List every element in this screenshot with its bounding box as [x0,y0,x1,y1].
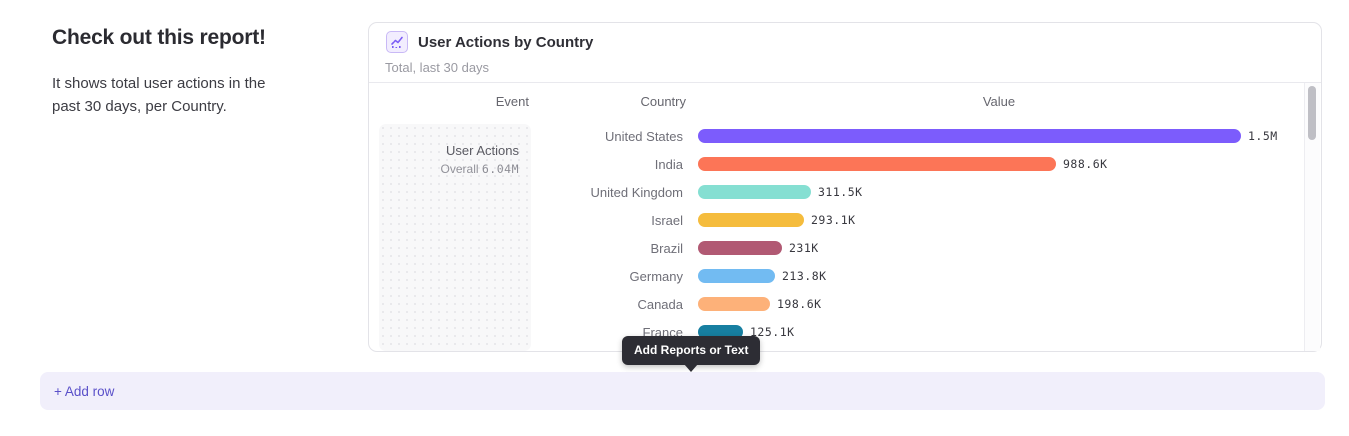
chart-row: Brazil 231K [369,234,1299,262]
report-card[interactable]: User Actions by Country Total, last 30 d… [368,22,1322,352]
value-label: 293.1K [811,213,856,227]
report-card-header: User Actions by Country Total, last 30 d… [369,23,1321,83]
country-label: Brazil [650,240,683,256]
value-bar[interactable] [698,297,770,311]
value-bar[interactable] [698,129,1241,143]
value-label: 198.6K [777,297,822,311]
chart-row: United States 1.5M [369,122,1299,150]
intro-description: It shows total user actions in the past … [52,75,266,116]
value-bar[interactable] [698,325,743,339]
country-label: Israel [651,212,683,228]
intro-block: Check out this report! It shows total us… [52,26,312,119]
chart-row: India 988.6K [369,150,1299,178]
add-row-button[interactable]: + Add row [40,372,1325,410]
value-label: 311.5K [818,185,863,199]
report-subtitle: Total, last 30 days [385,60,490,75]
value-bar[interactable] [698,213,804,227]
value-label: 988.6K [1063,157,1108,171]
tooltip-caret-icon [684,364,699,372]
event-overall: Overall 6.04M [379,162,519,176]
add-reports-tooltip: Add Reports or Text [622,336,761,372]
tooltip-label: Add Reports or Text [634,343,749,357]
chart-row: United Kingdom 311.5K [369,178,1299,206]
value-bar[interactable] [698,185,811,199]
event-cell[interactable]: User Actions Overall 6.04M [379,124,531,351]
report-title: User Actions by Country [418,34,594,51]
column-header-country: Country [640,94,686,109]
chart-rows: United States 1.5M India 988.6K United Kingd… [369,83,1299,351]
value-label: 1.5M [1248,129,1278,143]
column-header-event: Event [495,94,529,109]
scrollbar-thumb[interactable] [1308,86,1316,140]
value-label: 213.8K [782,269,827,283]
column-header-value: Value [982,94,1016,109]
add-row-label: + Add row [54,383,115,399]
value-bar[interactable] [698,157,1056,171]
intro-heading: Check out this report! [52,26,266,49]
country-label: Germany [629,268,683,284]
country-label: France [642,324,683,340]
country-label: United Kingdom [590,184,684,200]
value-bar[interactable] [698,241,782,255]
chart-row: Germany 213.8K [369,262,1299,290]
overall-label: Overall [440,162,479,176]
overall-value: 6.04M [481,162,519,176]
value-bar[interactable] [698,269,775,283]
value-label: 125.1K [750,325,795,339]
country-label: Canada [637,296,683,312]
chart-row: France 125.1K [369,318,1299,346]
chart-row: Israel 293.1K [369,206,1299,234]
country-label: India [654,156,683,172]
vertical-scrollbar[interactable] [1304,83,1320,351]
country-label: United States [604,128,683,144]
line-chart-icon [386,31,408,53]
value-label: 231K [789,241,819,255]
report-table: Event Country Value User Actions Overall… [369,83,1321,351]
chart-row: Canada 198.6K [369,290,1299,318]
event-name: User Actions [446,143,519,158]
